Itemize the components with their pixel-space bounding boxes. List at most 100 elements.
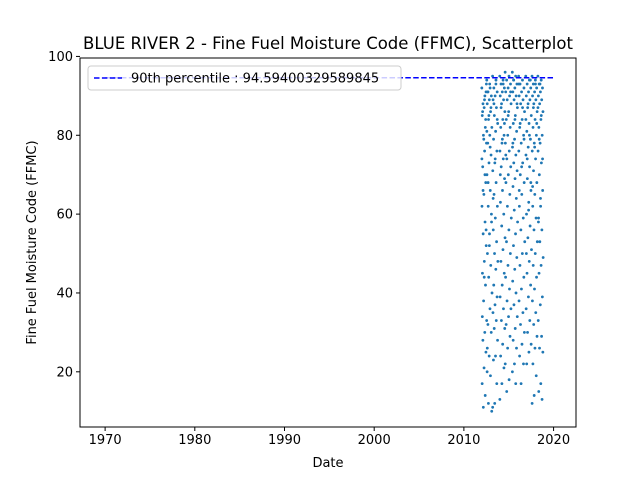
data-point: [506, 346, 510, 350]
data-point: [483, 220, 487, 224]
data-point: [517, 94, 521, 98]
data-point: [520, 118, 524, 121]
data-point: [541, 189, 545, 192]
data-point: [522, 86, 526, 90]
data-point: [485, 346, 489, 350]
data-point: [517, 149, 521, 153]
data-point: [501, 78, 505, 82]
data-point: [490, 125, 494, 129]
data-point: [533, 346, 537, 350]
data-point: [506, 204, 509, 208]
data-point: [482, 366, 486, 370]
data-point: [529, 181, 533, 184]
data-point: [517, 204, 521, 208]
data-point: [489, 94, 493, 98]
data-point: [500, 283, 504, 287]
data-point: [529, 342, 533, 346]
data-point: [483, 173, 487, 177]
data-point: [522, 275, 526, 279]
scatter-points: [480, 70, 545, 413]
data-point: [490, 220, 493, 224]
data-point: [525, 212, 528, 216]
data-point: [481, 110, 485, 114]
data-point: [536, 319, 540, 322]
data-point: [533, 118, 537, 121]
data-point: [496, 338, 499, 342]
data-point: [501, 342, 505, 346]
data-point: [517, 74, 520, 78]
data-point: [488, 86, 492, 90]
data-point: [493, 303, 497, 307]
data-point: [493, 161, 497, 165]
data-point: [482, 106, 486, 110]
data-point: [503, 141, 507, 145]
data-point: [540, 334, 543, 338]
data-point: [491, 228, 495, 232]
data-point: [481, 405, 485, 409]
data-point: [505, 98, 509, 102]
data-point: [504, 118, 508, 121]
data-point: [535, 275, 538, 279]
data-point: [540, 295, 544, 299]
data-point: [487, 161, 491, 165]
data-point: [502, 271, 506, 275]
data-point: [507, 74, 511, 78]
data-point: [502, 133, 506, 137]
data-point: [514, 291, 518, 295]
data-point: [514, 74, 518, 78]
data-point: [531, 185, 535, 188]
data-point: [498, 149, 502, 153]
plot-frame: [79, 57, 577, 428]
data-point: [505, 299, 509, 303]
data-point: [503, 122, 506, 125]
data-point: [494, 354, 497, 358]
data-point: [534, 82, 537, 86]
data-point: [524, 307, 528, 311]
data-point: [527, 200, 531, 204]
data-point: [515, 346, 518, 350]
data-point: [540, 98, 544, 102]
data-point: [487, 354, 491, 358]
data-point: [481, 232, 485, 236]
data-point: [486, 323, 490, 326]
data-point: [516, 220, 519, 224]
data-point: [527, 350, 531, 354]
data-point: [512, 303, 516, 307]
data-point: [506, 114, 510, 117]
data-point: [482, 260, 486, 263]
data-point: [521, 311, 525, 315]
data-point: [481, 189, 485, 192]
data-point: [521, 106, 524, 110]
data-point: [531, 125, 535, 129]
data-point: [536, 106, 540, 110]
data-point: [531, 263, 535, 267]
data-point: [518, 263, 522, 267]
data-point: [537, 220, 540, 224]
data-point: [530, 401, 534, 405]
data-point: [507, 110, 511, 114]
data-point: [512, 78, 516, 82]
data-point: [493, 252, 496, 255]
data-point: [485, 173, 489, 177]
data-point: [495, 149, 499, 153]
data-point: [491, 98, 495, 102]
data-point: [532, 394, 536, 397]
data-point: [488, 82, 492, 86]
data-point: [489, 263, 493, 267]
data-point: [505, 157, 509, 161]
data-point: [515, 256, 519, 259]
data-point: [503, 327, 507, 330]
x-tick-label: 2020: [537, 433, 570, 448]
data-point: [520, 165, 524, 169]
data-point: [539, 114, 543, 117]
data-point: [538, 141, 542, 145]
data-point: [502, 86, 506, 90]
data-point: [538, 240, 542, 244]
data-point: [540, 133, 544, 137]
data-point: [495, 118, 499, 121]
x-tick-label: 1970: [89, 433, 122, 448]
data-point: [530, 74, 534, 78]
data-point: [533, 90, 536, 94]
data-point: [491, 196, 495, 200]
